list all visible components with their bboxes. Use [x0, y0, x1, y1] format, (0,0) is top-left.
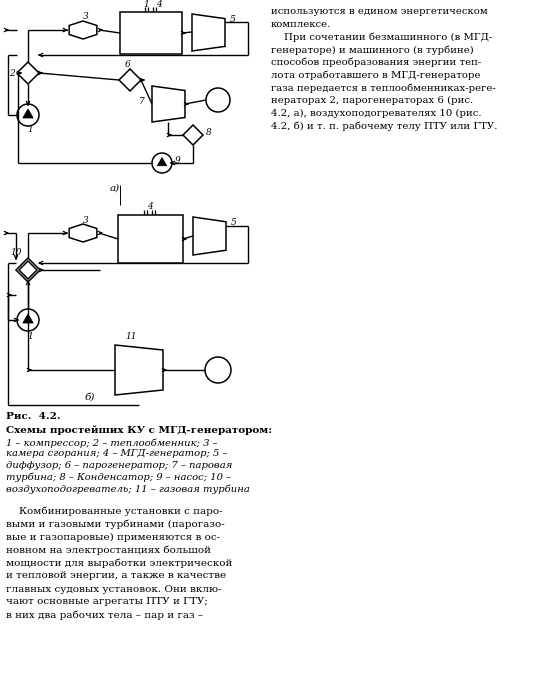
Text: 2: 2: [9, 69, 15, 78]
Text: 6: 6: [125, 60, 131, 69]
Text: камера сгорания; 4 – МГД-генератор; 5 –: камера сгорания; 4 – МГД-генератор; 5 –: [6, 450, 227, 459]
Text: вые и газопаровые) применяются в ос-: вые и газопаровые) применяются в ос-: [6, 532, 220, 541]
Text: 1 – компрессор; 2 – теплообменник; 3 –: 1 – компрессор; 2 – теплообменник; 3 –: [6, 438, 218, 448]
Text: выми и газовыми турбинами (парогазо-: выми и газовыми турбинами (парогазо-: [6, 520, 225, 529]
Bar: [120, 12, 182, 54]
Text: 4.2, б) и т. п. рабочему телу ПТУ или ГТУ.: 4.2, б) и т. п. рабочему телу ПТУ или ГТ…: [271, 121, 497, 130]
Polygon shape: [23, 314, 33, 323]
Text: 8: 8: [206, 128, 212, 137]
Text: лота отработавшего в МГД-генераторе: лота отработавшего в МГД-генераторе: [271, 71, 481, 80]
Text: генераторе) и машинного (в турбине): генераторе) и машинного (в турбине): [271, 45, 474, 55]
Text: 1: 1: [27, 124, 33, 133]
Text: комплексе.: комплексе.: [271, 19, 331, 28]
Text: 10: 10: [10, 248, 22, 257]
Text: диффузор; 6 – парогенератор; 7 – паровая: диффузор; 6 – парогенератор; 7 – паровая: [6, 461, 232, 470]
Text: 7: 7: [139, 96, 145, 105]
Text: 11: 11: [125, 332, 137, 341]
Text: 1: 1: [27, 332, 33, 341]
Text: мощности для выработки электрической: мощности для выработки электрической: [6, 559, 232, 568]
Text: б): б): [85, 393, 95, 402]
Text: Комбинированные установки с паро-: Комбинированные установки с паро-: [6, 507, 223, 516]
Text: главных судовых установок. Они вклю-: главных судовых установок. Они вклю-: [6, 584, 222, 593]
Text: Рис.  4.2.: Рис. 4.2.: [6, 412, 61, 421]
Bar: [118, 215, 183, 263]
Text: нераторах 2, парогенераторах 6 (рис.: нераторах 2, парогенераторах 6 (рис.: [271, 96, 473, 105]
Text: Схемы простейших КУ с МГД-генератором:: Схемы простейших КУ с МГД-генератором:: [6, 425, 272, 434]
Text: 5: 5: [230, 15, 236, 24]
Text: турбина; 8 – Конденсатор; 9 – насос; 10 –: турбина; 8 – Конденсатор; 9 – насос; 10 …: [6, 473, 231, 482]
Text: в них два рабочих тела – пар и газ –: в них два рабочих тела – пар и газ –: [6, 611, 203, 620]
Text: газа передается в теплообменниках-реге-: газа передается в теплообменниках-реге-: [271, 83, 496, 93]
Text: 4: 4: [156, 0, 162, 8]
Text: способов преобразования энергии теп-: способов преобразования энергии теп-: [271, 58, 481, 67]
Polygon shape: [157, 158, 167, 166]
Text: 9: 9: [175, 155, 181, 164]
Text: 3: 3: [83, 12, 89, 21]
Text: 4.2, а), воздухоподогревателях 10 (рис.: 4.2, а), воздухоподогревателях 10 (рис.: [271, 108, 482, 118]
Text: 1: 1: [143, 0, 149, 8]
Text: новном на электростанциях большой: новном на электростанциях большой: [6, 545, 211, 555]
Text: 3: 3: [83, 216, 89, 224]
Text: используются в едином энергетическом: используются в едином энергетическом: [271, 7, 487, 16]
Polygon shape: [23, 109, 33, 118]
Text: 4: 4: [147, 201, 153, 210]
Text: а): а): [110, 183, 120, 192]
Text: чают основные агрегаты ПТУ и ГТУ;: чают основные агрегаты ПТУ и ГТУ;: [6, 598, 208, 607]
Text: и тепловой энергии, а также в качестве: и тепловой энергии, а также в качестве: [6, 571, 226, 580]
Text: воздухоподогреватель; 11 – газовая турбина: воздухоподогреватель; 11 – газовая турби…: [6, 484, 250, 493]
Text: 5: 5: [231, 217, 237, 226]
Text: При сочетании безмашинного (в МГД-: При сочетании безмашинного (в МГД-: [271, 33, 492, 42]
